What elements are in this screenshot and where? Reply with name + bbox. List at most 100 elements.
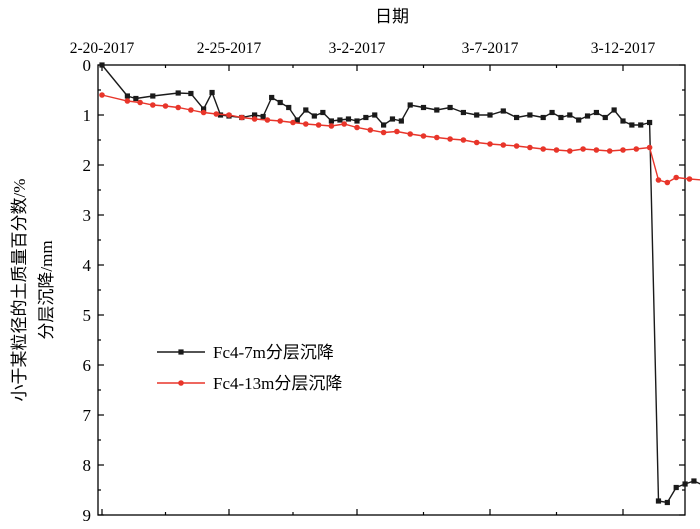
series-1 [99,62,700,506]
data-point [633,146,640,152]
data-point [549,109,555,116]
data-point [584,113,591,119]
data-point [124,93,130,99]
data-point [354,124,360,131]
y-tick-label: 9 [83,506,92,525]
data-point [394,128,400,135]
data-point [540,146,546,152]
data-point [341,121,348,127]
data-point [367,127,374,133]
legend-item: Fc4-7m分层沉降 [157,343,334,362]
data-point [527,112,533,118]
x-tick-label: 2-20-2017 [70,40,135,57]
data-point [209,89,215,96]
data-point [540,114,546,121]
legend-item: Fc4-13m分层沉降 [157,374,342,393]
data-point [487,112,493,118]
y-tick-label: 2 [83,156,92,175]
data-point [380,129,387,136]
data-point [580,146,586,152]
x-tick-label: 2-25-2017 [197,40,262,57]
data-point [150,102,156,108]
data-point [303,121,309,127]
data-point [606,148,613,154]
series-2 [99,92,700,186]
data-point [290,119,296,126]
data-point [99,92,105,98]
y-tick-label: 6 [83,356,92,375]
data-point [576,117,582,123]
data-point [673,484,679,491]
y-axis-label: 分层沉降/mm [37,240,56,339]
data-point [655,177,662,183]
data-point [655,498,662,504]
data-point [513,143,520,149]
data-point [673,174,679,181]
data-point [593,147,600,153]
legend-marker [178,380,184,386]
data-point [354,118,360,124]
data-point [473,139,480,146]
data-point [593,109,599,116]
data-point [328,118,334,124]
y-tick-label: 8 [83,456,92,475]
data-point [664,179,671,186]
data-point [137,99,143,106]
data-point [434,134,440,141]
data-point [99,62,105,68]
y-tick-label: 4 [83,256,92,275]
data-point [213,111,220,117]
data-point [567,112,573,118]
data-point [527,144,533,151]
y-axis-label: 小于某粒径的土质量百分数/% [10,179,29,402]
y-tick-label: 7 [83,406,92,425]
y-tick-label: 3 [83,206,92,225]
x-tick-label: 3-12-2017 [591,40,656,57]
data-point [647,119,653,126]
data-point [328,123,335,129]
data-point [447,136,453,142]
x-tick-label: 3-2-2017 [329,40,386,57]
data-point [629,122,635,128]
data-point [315,122,322,128]
series-line [101,94,700,184]
data-point [133,95,139,102]
data-point [124,98,131,104]
data-point [269,94,275,101]
data-point [389,116,396,122]
data-point [407,131,414,137]
legend-label: Fc4-7m分层沉降 [213,343,334,362]
data-point [420,104,427,111]
data-point [303,107,309,113]
data-point [474,112,480,118]
legend-label: Fc4-13m分层沉降 [213,374,342,393]
data-point [460,137,467,143]
data-point [381,122,387,128]
data-point [345,116,352,122]
data-point [252,112,258,118]
data-point [500,142,507,148]
x-axis-label: 日期 [375,7,409,26]
data-point [188,90,194,97]
data-point [514,114,520,121]
data-point [558,114,564,121]
y-tick-label: 1 [83,106,92,125]
data-point [150,93,156,99]
data-point [311,113,317,119]
data-point [277,118,284,124]
data-point [251,116,258,122]
data-point [175,104,181,111]
x-tick-label: 3-7-2017 [462,40,519,57]
data-point [260,113,266,120]
data-point [188,107,194,113]
y-tick-label: 5 [83,306,92,325]
data-point [646,144,653,151]
data-point [487,141,493,147]
data-point [201,106,207,112]
data-point [620,147,626,153]
data-point [420,133,427,139]
data-point [447,104,453,111]
data-point [664,499,670,506]
data-point [286,104,292,111]
data-point [264,117,271,123]
